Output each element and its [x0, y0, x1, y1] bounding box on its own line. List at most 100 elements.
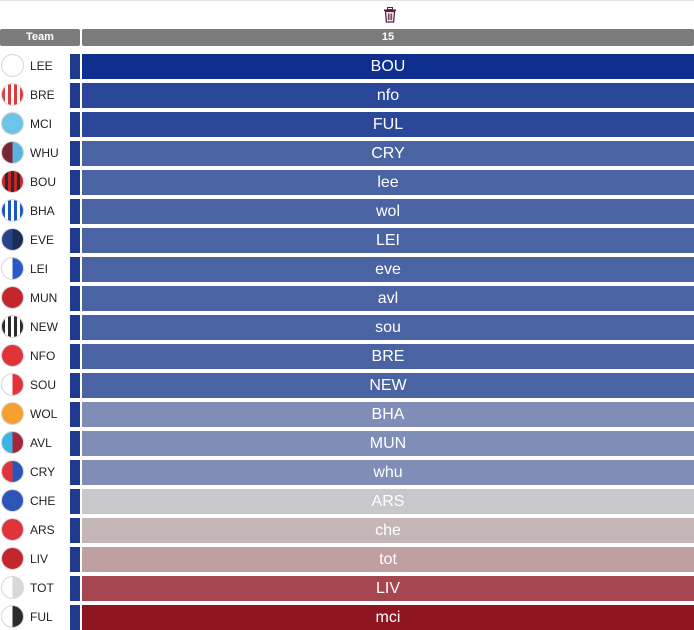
team-badge-icon[interactable] — [1, 373, 24, 396]
team-code[interactable]: ARS — [30, 523, 55, 537]
team-code[interactable]: MCI — [30, 117, 52, 131]
fixture-cell[interactable]: LIV — [82, 576, 694, 601]
table-row: NFO BRE — [0, 344, 694, 369]
team-badge-icon[interactable] — [1, 286, 24, 309]
fixture-cell[interactable]: BOU — [82, 54, 694, 79]
team-badge-icon[interactable] — [1, 344, 24, 367]
team-badge-icon[interactable] — [1, 257, 24, 280]
fixture-cell[interactable]: whu — [82, 460, 694, 485]
team-color-marker — [70, 576, 80, 601]
team-code[interactable]: EVE — [30, 233, 55, 247]
table-row: LIV tot — [0, 547, 694, 572]
team-badge-icon[interactable] — [1, 170, 24, 193]
team-color-marker — [70, 431, 80, 456]
team-color-marker — [70, 257, 80, 282]
team-color-marker — [70, 315, 80, 340]
table-row: MUN avl — [0, 286, 694, 311]
team-code[interactable]: NFO — [30, 349, 56, 363]
team-badge-icon[interactable] — [1, 402, 24, 425]
team-code[interactable]: TOT — [30, 581, 54, 595]
fixture-cell[interactable]: NEW — [82, 373, 694, 398]
table-row: SOU NEW — [0, 373, 694, 398]
fixture-cell[interactable]: lee — [82, 170, 694, 195]
team-code[interactable]: MUN — [30, 291, 58, 305]
team-code[interactable]: BOU — [30, 175, 57, 189]
team-code[interactable]: FUL — [30, 610, 53, 624]
fixture-cell[interactable]: MUN — [82, 431, 694, 456]
fixture-cell[interactable]: BHA — [82, 402, 694, 427]
team-color-marker — [70, 286, 80, 311]
team-code[interactable]: BHA — [30, 204, 55, 218]
team-code[interactable]: LIV — [30, 552, 49, 566]
fixture-cell[interactable]: wol — [82, 199, 694, 224]
fixture-cell[interactable]: avl — [82, 286, 694, 311]
team-badge-icon[interactable] — [1, 228, 24, 251]
team-badge-icon[interactable] — [1, 605, 24, 628]
team-code[interactable]: LEI — [30, 262, 49, 276]
team-code[interactable]: BRE — [30, 88, 55, 102]
team-badge-icon[interactable] — [1, 315, 24, 338]
fixture-cell[interactable]: LEI — [82, 228, 694, 253]
team-badge-icon[interactable] — [1, 431, 24, 454]
fixture-cell[interactable]: CRY — [82, 141, 694, 166]
table-row: AVL MUN — [0, 431, 694, 456]
table-row: BOU lee — [0, 170, 694, 195]
table-row: BHA wol — [0, 199, 694, 224]
team-color-marker — [70, 518, 80, 543]
team-badge-icon[interactable] — [1, 141, 24, 164]
gameweek-column-header[interactable]: 15 — [82, 29, 694, 46]
table-row: ARS che — [0, 518, 694, 543]
team-color-marker — [70, 199, 80, 224]
team-code[interactable]: LEE — [30, 59, 53, 73]
table-row: LEI eve — [0, 257, 694, 282]
team-badge-icon[interactable] — [1, 83, 24, 106]
team-column-header[interactable]: Team — [0, 29, 80, 46]
team-code[interactable]: WOL — [30, 407, 58, 421]
team-badge-icon[interactable] — [1, 576, 24, 599]
fixture-cell[interactable]: mci — [82, 605, 694, 630]
table-row: FUL mci — [0, 605, 694, 630]
team-color-marker — [70, 460, 80, 485]
fixture-cell[interactable]: BRE — [82, 344, 694, 369]
fixture-cell[interactable]: FUL — [82, 112, 694, 137]
table-row: TOT LIV — [0, 576, 694, 601]
fixture-cell[interactable]: tot — [82, 547, 694, 572]
table-row: LEE BOU — [0, 54, 694, 79]
fixture-cell[interactable]: nfo — [82, 83, 694, 108]
team-badge-icon[interactable] — [1, 547, 24, 570]
team-code[interactable]: AVL — [30, 436, 52, 450]
team-color-marker — [70, 547, 80, 572]
team-color-marker — [70, 402, 80, 427]
team-badge-icon[interactable] — [1, 518, 24, 541]
team-color-marker — [70, 344, 80, 369]
table-row: EVE LEI — [0, 228, 694, 253]
team-color-marker — [70, 141, 80, 166]
trash-icon[interactable] — [383, 7, 397, 23]
team-color-marker — [70, 170, 80, 195]
team-color-marker — [70, 489, 80, 514]
team-badge-icon[interactable] — [1, 112, 24, 135]
table-row: BRE nfo — [0, 83, 694, 108]
team-code[interactable]: NEW — [30, 320, 58, 334]
team-badge-icon[interactable] — [1, 54, 24, 77]
team-badge-icon[interactable] — [1, 199, 24, 222]
team-color-marker — [70, 373, 80, 398]
team-code[interactable]: SOU — [30, 378, 57, 392]
team-color-marker — [70, 112, 80, 137]
team-code[interactable]: CRY — [30, 465, 56, 479]
fixture-cell[interactable]: che — [82, 518, 694, 543]
team-code[interactable]: CHE — [30, 494, 56, 508]
team-badge-icon[interactable] — [1, 489, 24, 512]
fixture-cell[interactable]: eve — [82, 257, 694, 282]
fixture-cell[interactable]: sou — [82, 315, 694, 340]
team-badge-icon[interactable] — [1, 460, 24, 483]
table-row: WOL BHA — [0, 402, 694, 427]
top-divider — [0, 0, 694, 1]
fixture-cell[interactable]: ARS — [82, 489, 694, 514]
team-color-marker — [70, 605, 80, 630]
table-row: NEW sou — [0, 315, 694, 340]
table-row: WHU CRY — [0, 141, 694, 166]
team-code[interactable]: WHU — [30, 146, 59, 160]
table-row: CRY whu — [0, 460, 694, 485]
team-color-marker — [70, 54, 80, 79]
